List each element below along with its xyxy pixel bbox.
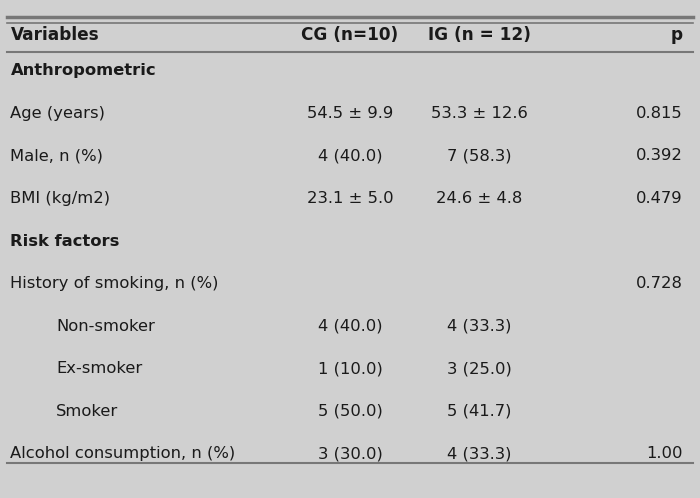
Text: 0.479: 0.479 bbox=[636, 191, 682, 206]
Text: 23.1 ± 5.0: 23.1 ± 5.0 bbox=[307, 191, 393, 206]
Text: Age (years): Age (years) bbox=[10, 106, 106, 121]
Text: 1.00: 1.00 bbox=[646, 446, 682, 462]
Text: Risk factors: Risk factors bbox=[10, 234, 120, 249]
Text: Male, n (%): Male, n (%) bbox=[10, 148, 104, 163]
Text: BMI (kg/m2): BMI (kg/m2) bbox=[10, 191, 111, 206]
Text: 4 (33.3): 4 (33.3) bbox=[447, 446, 512, 462]
Text: 0.392: 0.392 bbox=[636, 148, 682, 163]
Text: 7 (58.3): 7 (58.3) bbox=[447, 148, 512, 163]
Text: 3 (25.0): 3 (25.0) bbox=[447, 361, 512, 376]
Text: Alcohol consumption, n (%): Alcohol consumption, n (%) bbox=[10, 446, 236, 462]
Text: 0.815: 0.815 bbox=[636, 106, 682, 121]
Text: History of smoking, n (%): History of smoking, n (%) bbox=[10, 276, 219, 291]
Text: p: p bbox=[671, 26, 682, 44]
Text: 1 (10.0): 1 (10.0) bbox=[318, 361, 382, 376]
Text: Ex-smoker: Ex-smoker bbox=[56, 361, 142, 376]
Text: 3 (30.0): 3 (30.0) bbox=[318, 446, 382, 462]
Text: 54.5 ± 9.9: 54.5 ± 9.9 bbox=[307, 106, 393, 121]
Text: Non-smoker: Non-smoker bbox=[56, 319, 155, 334]
Text: 53.3 ± 12.6: 53.3 ± 12.6 bbox=[431, 106, 528, 121]
Text: 24.6 ± 4.8: 24.6 ± 4.8 bbox=[436, 191, 523, 206]
Text: 0.728: 0.728 bbox=[636, 276, 682, 291]
Text: Smoker: Smoker bbox=[56, 404, 118, 419]
Text: CG (n=10): CG (n=10) bbox=[302, 26, 398, 44]
Text: 5 (50.0): 5 (50.0) bbox=[318, 404, 382, 419]
Text: 4 (40.0): 4 (40.0) bbox=[318, 148, 382, 163]
Text: Anthropometric: Anthropometric bbox=[10, 63, 156, 78]
Text: 5 (41.7): 5 (41.7) bbox=[447, 404, 512, 419]
Text: 4 (40.0): 4 (40.0) bbox=[318, 319, 382, 334]
Text: Variables: Variables bbox=[10, 26, 99, 44]
Text: 4 (33.3): 4 (33.3) bbox=[447, 319, 512, 334]
Text: IG (n = 12): IG (n = 12) bbox=[428, 26, 531, 44]
